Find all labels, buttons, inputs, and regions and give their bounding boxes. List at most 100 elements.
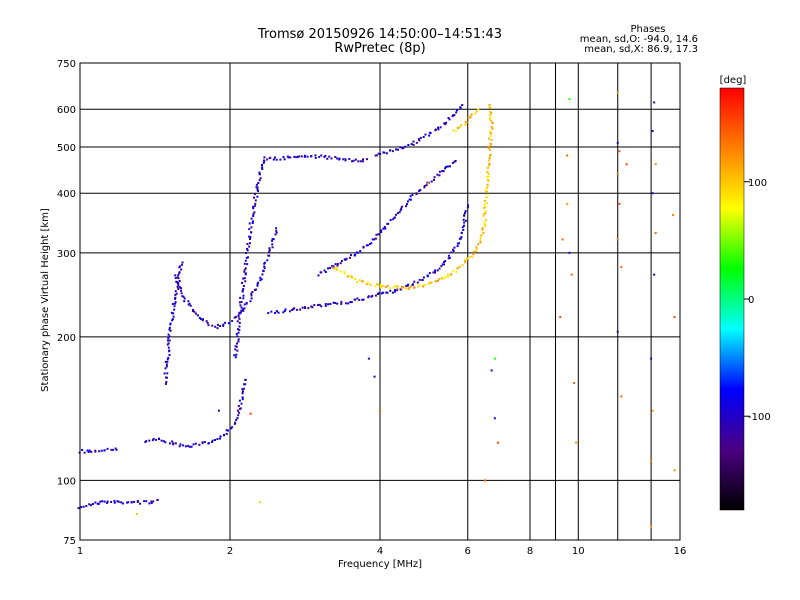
- echo-point: [489, 135, 492, 138]
- echo-point: [366, 244, 369, 247]
- echo-point: [335, 266, 338, 269]
- echo-point: [183, 300, 186, 303]
- echo-point: [248, 238, 251, 241]
- echo-point: [249, 412, 252, 415]
- echo-point: [442, 277, 445, 280]
- echo-point: [483, 213, 486, 216]
- echo-point: [248, 222, 251, 225]
- echo-point: [451, 248, 454, 251]
- echo-point: [87, 450, 90, 453]
- echo-point: [461, 264, 464, 267]
- echo-point: [133, 500, 136, 503]
- echo-point: [484, 206, 487, 209]
- echo-point: [575, 441, 578, 444]
- echo-point: [181, 295, 184, 298]
- echo-point: [496, 441, 499, 444]
- y-tick-label: 200: [57, 333, 76, 344]
- echo-point: [216, 323, 219, 326]
- echo-point: [240, 306, 243, 309]
- echo-point: [178, 280, 181, 283]
- echo-point: [332, 301, 335, 304]
- echo-point: [616, 91, 619, 94]
- echo-point: [406, 284, 409, 287]
- echo-point: [179, 443, 182, 446]
- echo-point: [199, 318, 202, 321]
- echo-point: [256, 283, 259, 286]
- echo-point: [423, 184, 426, 187]
- echo-point: [160, 439, 163, 442]
- echo-point: [152, 500, 155, 503]
- echo-point: [348, 274, 351, 277]
- echo-point: [488, 103, 491, 106]
- echo-point: [488, 155, 491, 158]
- echo-point: [389, 149, 392, 152]
- echo-point: [324, 304, 327, 307]
- echo-point: [389, 289, 392, 292]
- echo-point: [455, 270, 458, 273]
- echo-point: [404, 287, 407, 290]
- echo-point: [254, 199, 257, 202]
- echo-point: [442, 170, 445, 173]
- echo-point: [182, 444, 185, 447]
- echo-point: [223, 434, 226, 437]
- echo-point: [251, 291, 254, 294]
- echo-point: [272, 238, 275, 241]
- echo-point: [255, 186, 258, 189]
- echo-point: [231, 319, 234, 322]
- echo-point: [98, 450, 101, 453]
- echo-point: [242, 284, 245, 287]
- y-tick-label: 75: [63, 536, 76, 547]
- echo-point: [168, 328, 171, 331]
- echo-point: [487, 147, 490, 150]
- echo-point: [455, 109, 458, 112]
- echo-point: [437, 128, 440, 131]
- echo-point: [354, 253, 357, 256]
- y-tick-label: 500: [57, 143, 76, 154]
- echo-point: [169, 329, 172, 332]
- echo-point: [566, 154, 569, 157]
- echo-point: [396, 148, 399, 151]
- echo-point: [242, 309, 245, 312]
- echo-point: [168, 339, 171, 342]
- echo-point: [241, 289, 244, 292]
- echo-point: [191, 309, 194, 312]
- echo-point: [332, 265, 335, 268]
- echo-point: [222, 324, 225, 327]
- echo-point: [436, 126, 439, 129]
- echo-point: [410, 143, 413, 146]
- echo-point: [345, 302, 348, 305]
- echo-point: [194, 312, 197, 315]
- echo-point: [334, 302, 337, 305]
- phases-x-stats: mean, sd,X: 86.9, 17.3: [584, 44, 698, 55]
- echo-point: [164, 367, 167, 370]
- echo-point: [490, 126, 493, 129]
- echo-point: [172, 442, 175, 445]
- echo-point: [424, 283, 427, 286]
- echo-point: [384, 286, 387, 289]
- echo-point: [484, 219, 487, 222]
- echo-point: [396, 287, 399, 290]
- echo-point: [433, 176, 436, 179]
- echo-point: [326, 157, 329, 160]
- echo-point: [651, 192, 654, 195]
- echo-point: [458, 265, 461, 268]
- echo-point: [174, 274, 177, 277]
- echo-point: [430, 281, 433, 284]
- echo-point: [180, 289, 183, 292]
- echo-point: [369, 242, 372, 245]
- echo-point: [336, 302, 339, 305]
- echo-point: [206, 321, 209, 324]
- echo-point: [263, 156, 266, 159]
- echo-point: [616, 238, 619, 241]
- echo-point: [310, 305, 313, 308]
- echo-point: [184, 445, 187, 448]
- echo-point: [392, 286, 395, 289]
- echo-point: [283, 310, 286, 313]
- echo-point: [673, 316, 676, 319]
- echo-point: [145, 440, 148, 443]
- echo-point: [268, 249, 271, 252]
- echo-point: [446, 165, 449, 168]
- echo-point: [469, 115, 472, 118]
- echo-point: [91, 502, 94, 505]
- echo-point: [97, 502, 100, 505]
